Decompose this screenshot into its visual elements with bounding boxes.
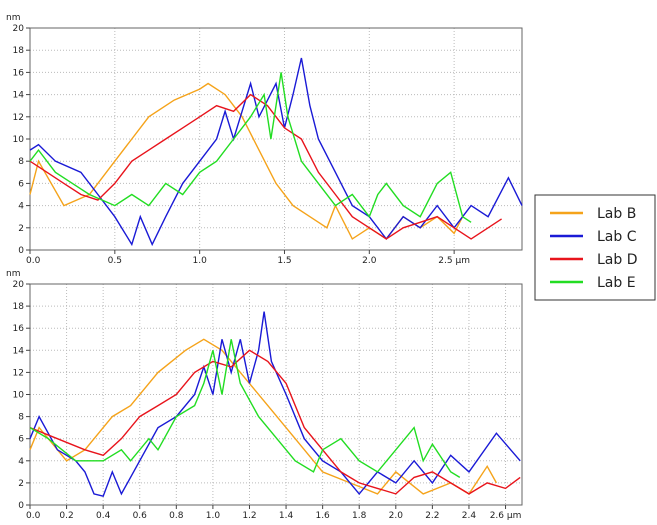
y-tick-label: 20 — [13, 24, 25, 34]
x-tick-label: 2.0 — [389, 511, 404, 521]
y-tick-label: 16 — [13, 324, 25, 334]
x-tick-label: 0.2 — [59, 511, 73, 521]
y-tick-label: 10 — [13, 391, 25, 401]
data-line — [29, 93, 502, 240]
x-tick-label: 0.4 — [96, 511, 111, 521]
y-tick-label: 0 — [18, 246, 24, 256]
data-line — [29, 72, 472, 223]
data-line — [29, 349, 521, 495]
y-tick-label: 8 — [18, 413, 24, 423]
x-tick-label: 1.6 — [315, 511, 330, 521]
y-tick-label: 16 — [13, 68, 25, 78]
y-tick-label: 14 — [13, 346, 25, 356]
x-tick-label: 2.4 — [462, 511, 477, 521]
data-line — [29, 311, 521, 498]
legend-label: Lab E — [597, 275, 636, 291]
data-line — [29, 339, 461, 478]
y-tick-label: 18 — [13, 46, 25, 56]
y-tick-label: 20 — [13, 280, 25, 290]
y-tick-label: 6 — [18, 435, 24, 445]
y-tick-label: 18 — [13, 302, 25, 312]
x-tick-label: 1.0 — [192, 256, 207, 266]
y-tick-label: 6 — [18, 179, 24, 189]
x-tick-label: 2.5 µm — [438, 256, 470, 266]
legend-label: Lab C — [597, 229, 637, 245]
y-tick-label: 2 — [18, 224, 24, 234]
x-tick-label: 2.6 µm — [490, 511, 522, 521]
y-tick-label: 14 — [13, 91, 25, 101]
y-tick-label: 12 — [13, 368, 24, 378]
x-tick-label: 1.8 — [352, 511, 367, 521]
x-tick-label: 0.0 — [26, 256, 41, 266]
x-tick-label: 1.2 — [242, 511, 256, 521]
x-tick-label: 1.0 — [206, 511, 221, 521]
x-tick-label: 2.0 — [362, 256, 377, 266]
y-tick-label: 8 — [18, 157, 24, 167]
y-tick-label: 2 — [18, 479, 24, 489]
y-tick-label: 0 — [18, 501, 24, 511]
legend-box — [534, 194, 656, 301]
y-tick-label: 12 — [13, 113, 24, 123]
y-tick-label: 4 — [18, 457, 24, 467]
y-unit: nm — [6, 269, 20, 279]
y-tick-label: 4 — [18, 202, 24, 212]
data-line — [29, 57, 523, 247]
legend-label: Lab D — [597, 252, 638, 268]
data-line — [29, 338, 498, 495]
x-tick-label: 0.8 — [169, 511, 184, 521]
x-tick-label: 2.2 — [425, 511, 439, 521]
x-tick-label: 0.5 — [108, 256, 122, 266]
x-tick-label: 1.4 — [279, 511, 294, 521]
legend-label: Lab B — [597, 206, 636, 222]
y-tick-label: 10 — [13, 135, 25, 145]
y-unit: nm — [6, 13, 20, 23]
x-tick-label: 1.5 — [277, 256, 291, 266]
x-tick-label: 0.6 — [133, 511, 148, 521]
x-tick-label: 0.0 — [26, 511, 41, 521]
